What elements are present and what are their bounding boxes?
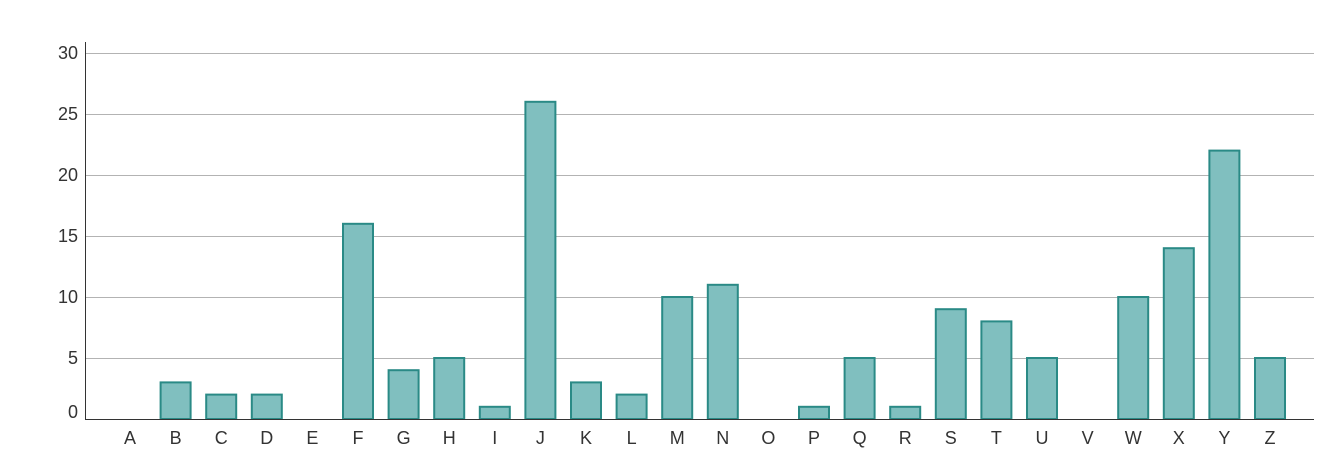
- axes: [85, 42, 1314, 420]
- y-tick-labels: 0 5 10 15 20 25 30: [58, 43, 78, 422]
- gridlines: [85, 53, 1314, 359]
- x-tick-label: Z: [1265, 428, 1276, 448]
- bars: [159, 100, 1286, 421]
- x-tick-label: K: [580, 428, 592, 448]
- x-tick-label: T: [991, 428, 1002, 448]
- bar-I: [478, 405, 511, 420]
- y-tick-label: 10: [58, 287, 78, 307]
- bar-S: [934, 308, 967, 421]
- x-tick-label: Y: [1218, 428, 1230, 448]
- bar-B: [159, 381, 192, 420]
- bar-Z: [1254, 357, 1286, 420]
- bar-H: [433, 357, 466, 420]
- bar-P: [798, 405, 830, 420]
- x-tick-labels: A B C D E F G H I J K L M N O P Q R S T U V W X Y Z: [124, 428, 1276, 448]
- x-tick-label: O: [761, 428, 775, 448]
- bar-K: [570, 381, 602, 420]
- x-tick-label: G: [397, 428, 411, 448]
- bar-L: [615, 393, 648, 421]
- y-tick-label: 15: [58, 226, 78, 246]
- x-tick-label: P: [808, 428, 820, 448]
- x-tick-label: F: [353, 428, 364, 448]
- x-tick-label: V: [1082, 428, 1094, 448]
- bar-R: [889, 405, 922, 420]
- bar-X: [1162, 247, 1195, 420]
- x-tick-label: S: [945, 428, 957, 448]
- bar-U: [1026, 357, 1058, 420]
- x-tick-label: I: [492, 428, 497, 448]
- x-tick-label: M: [670, 428, 685, 448]
- x-tick-label: B: [170, 428, 182, 448]
- y-tick-label: 5: [68, 348, 78, 368]
- x-tick-label: L: [627, 428, 637, 448]
- x-tick-label: H: [443, 428, 456, 448]
- bar-D: [250, 393, 283, 421]
- x-tick-label: C: [215, 428, 228, 448]
- bar-F: [342, 222, 374, 420]
- bar-Q: [843, 357, 876, 420]
- x-tick-label: U: [1036, 428, 1049, 448]
- x-tick-label: A: [124, 428, 136, 448]
- y-tick-label: 20: [58, 165, 78, 185]
- bar-C: [205, 393, 238, 421]
- bar-Y: [1208, 149, 1241, 420]
- bar-J: [524, 100, 557, 421]
- x-tick-label: X: [1173, 428, 1185, 448]
- y-tick-label: 30: [58, 43, 78, 63]
- x-tick-label: N: [716, 428, 729, 448]
- bar-M: [661, 296, 694, 420]
- bar-W: [1117, 296, 1150, 420]
- y-tick-label: 0: [68, 402, 78, 422]
- bar-N: [706, 283, 739, 420]
- x-tick-label: Q: [853, 428, 867, 448]
- y-tick-label: 25: [58, 104, 78, 124]
- x-tick-label: R: [899, 428, 912, 448]
- bar-T: [980, 320, 1013, 420]
- x-tick-label: J: [536, 428, 545, 448]
- x-tick-label: W: [1125, 428, 1142, 448]
- bar-G: [387, 369, 420, 421]
- x-tick-label: E: [306, 428, 318, 448]
- x-tick-label: D: [260, 428, 273, 448]
